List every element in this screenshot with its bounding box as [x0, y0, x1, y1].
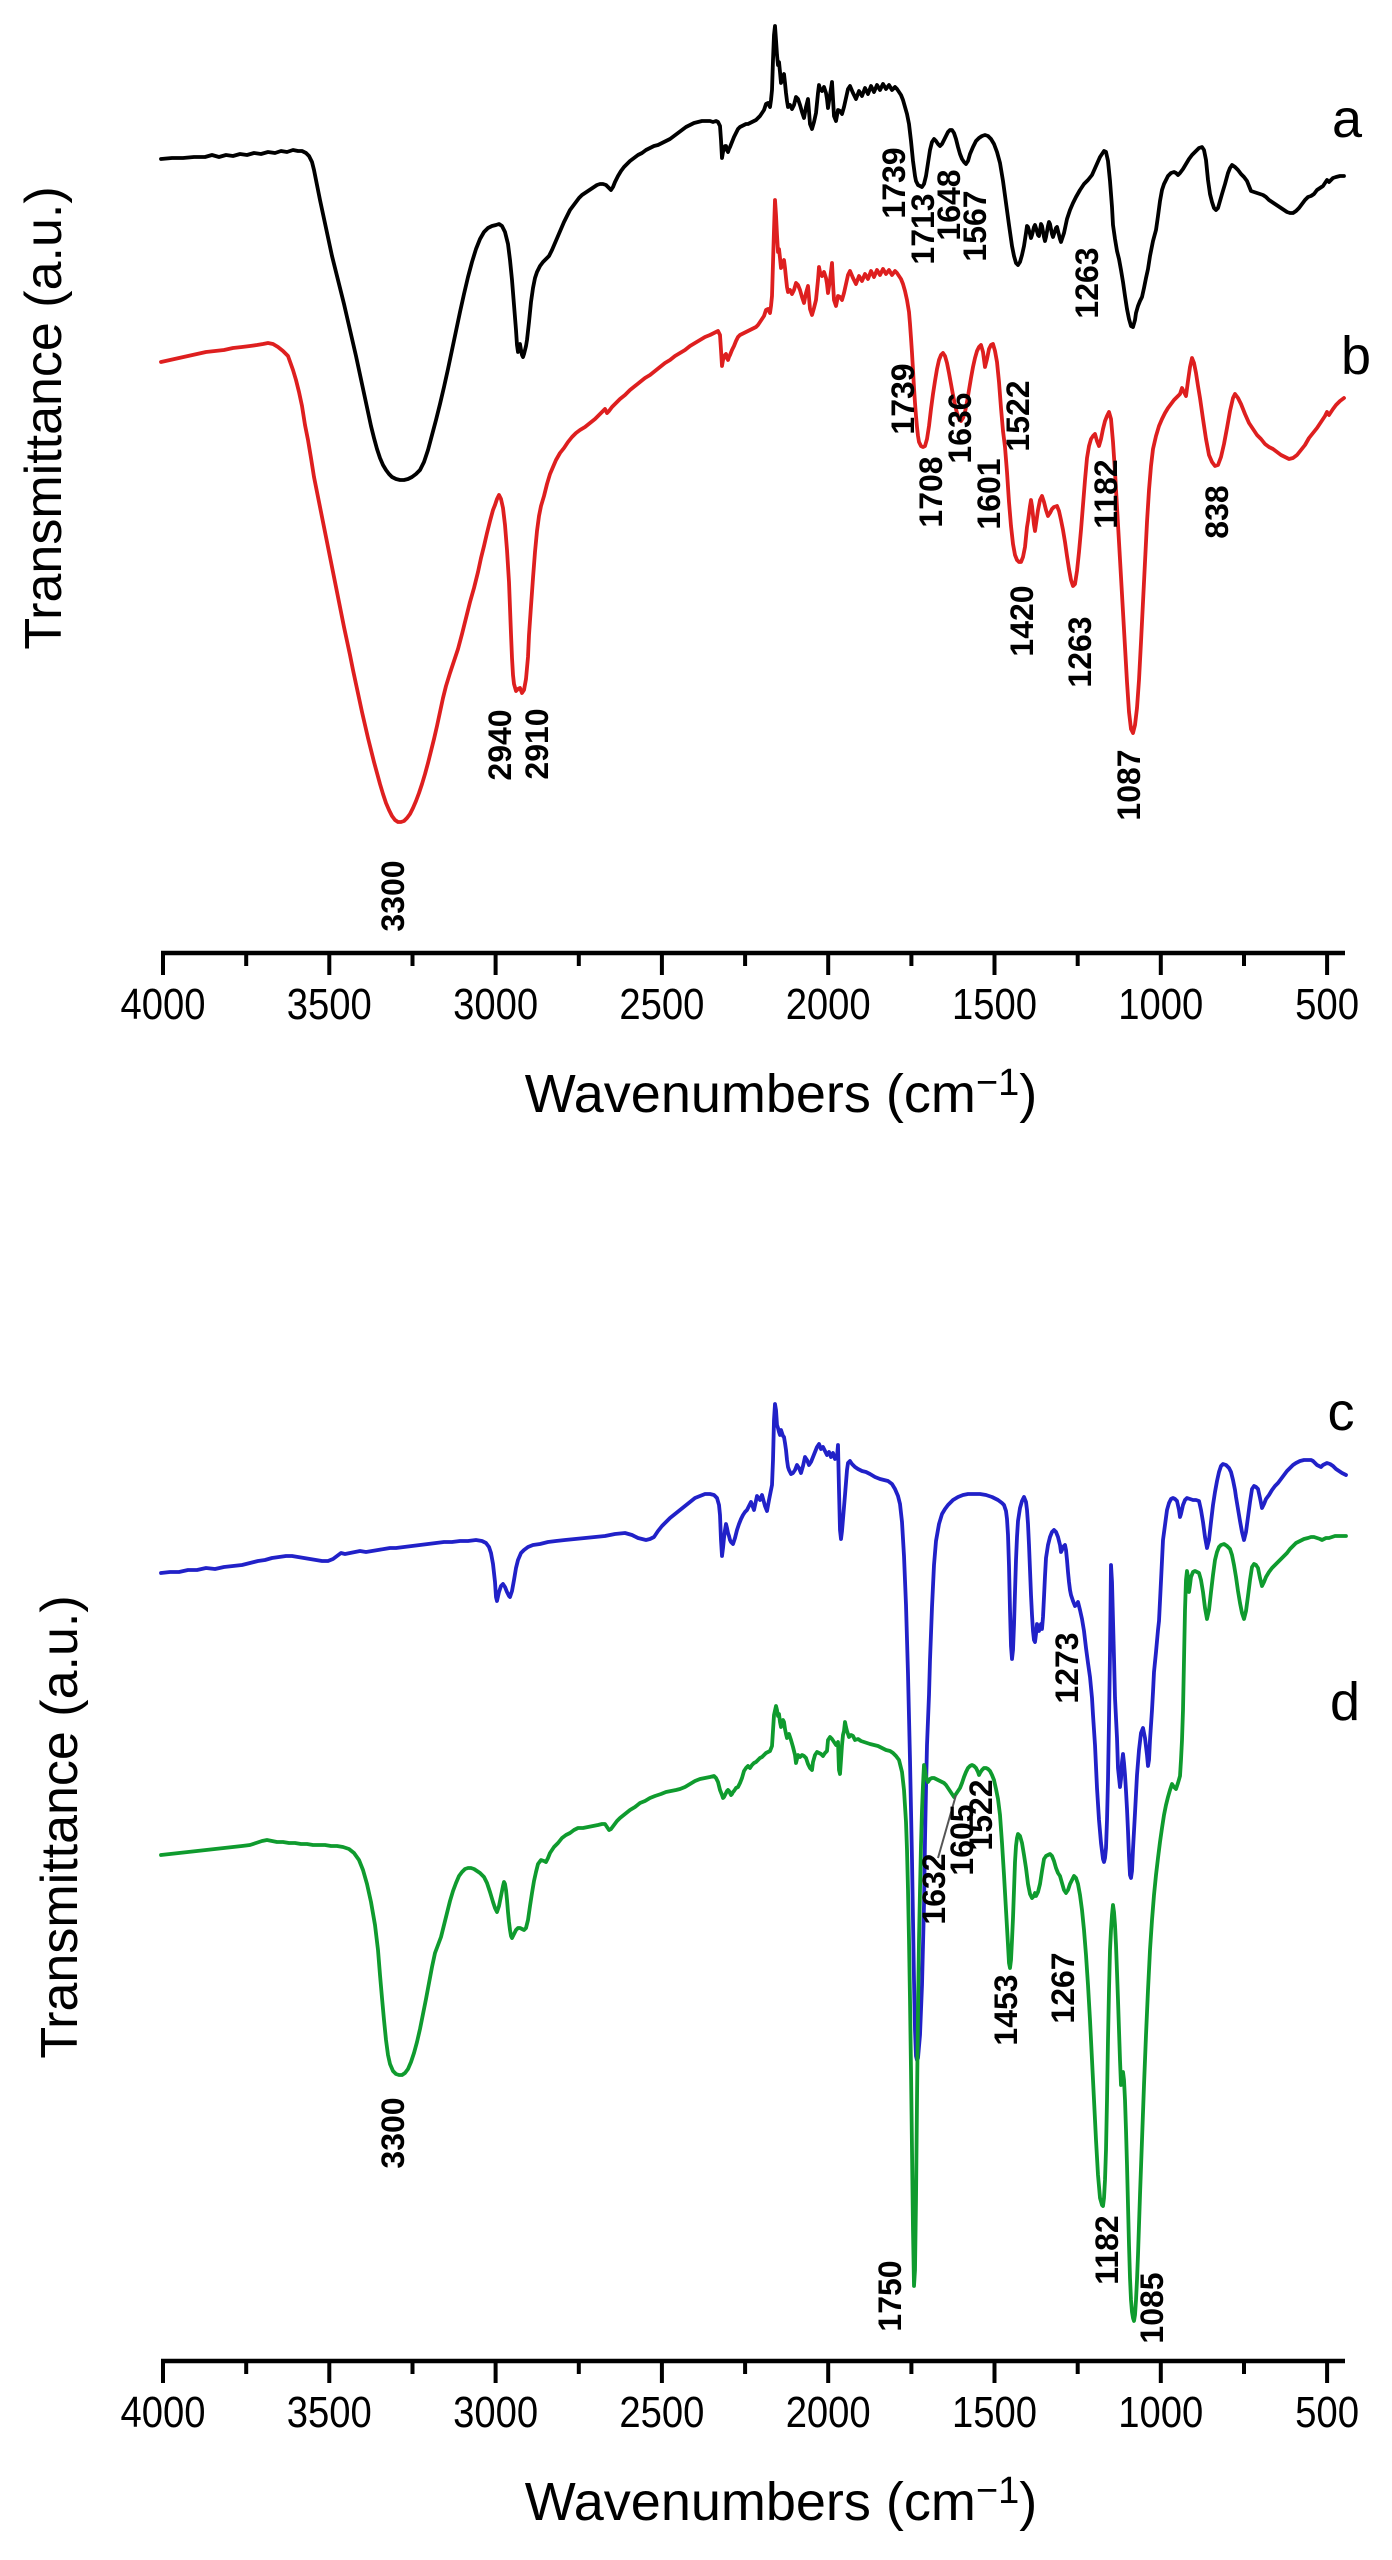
svg-text:2500: 2500	[619, 2388, 704, 2437]
svg-text:a: a	[1332, 89, 1363, 149]
svg-text:1182: 1182	[1088, 459, 1124, 528]
svg-text:1522: 1522	[1000, 380, 1036, 451]
svg-text:2910: 2910	[519, 708, 555, 779]
svg-text:1085: 1085	[1134, 2272, 1170, 2343]
svg-text:1500: 1500	[952, 980, 1037, 1029]
svg-text:3300: 3300	[375, 2097, 411, 2168]
svg-text:1601: 1601	[971, 458, 1007, 529]
svg-text:1263: 1263	[1062, 616, 1098, 687]
svg-text:1605: 1605	[944, 1804, 980, 1875]
svg-text:1632: 1632	[916, 1853, 952, 1924]
svg-text:c: c	[1328, 1382, 1355, 1442]
svg-text:1648: 1648	[931, 169, 967, 240]
svg-text:1522: 1522	[963, 1779, 999, 1850]
svg-text:3000: 3000	[453, 980, 538, 1029]
svg-text:3000: 3000	[453, 2388, 538, 2437]
svg-text:Transmittance (a.u.): Transmittance (a.u.)	[15, 186, 73, 649]
svg-text:3300: 3300	[375, 860, 411, 931]
svg-text:1182: 1182	[1089, 2215, 1125, 2284]
svg-text:b: b	[1341, 326, 1371, 386]
svg-text:1708: 1708	[913, 456, 949, 527]
svg-text:1750: 1750	[872, 2260, 908, 2331]
svg-text:4000: 4000	[121, 980, 206, 1029]
svg-text:1636: 1636	[942, 392, 978, 463]
svg-text:500: 500	[1295, 2388, 1359, 2437]
svg-text:2000: 2000	[786, 980, 871, 1029]
svg-text:1420: 1420	[1004, 585, 1040, 656]
svg-text:1739: 1739	[885, 363, 921, 434]
svg-text:1713: 1713	[905, 193, 941, 264]
svg-text:Transmittance (a.u.): Transmittance (a.u.)	[31, 1595, 89, 2058]
svg-text:1267: 1267	[1045, 1952, 1081, 2023]
svg-text:d: d	[1330, 1672, 1360, 1732]
svg-text:1739: 1739	[876, 147, 912, 218]
svg-text:1000: 1000	[1118, 2388, 1203, 2437]
svg-text:1000: 1000	[1118, 980, 1203, 1029]
svg-text:2000: 2000	[786, 2388, 871, 2437]
svg-text:1087: 1087	[1111, 749, 1147, 820]
svg-text:1453: 1453	[988, 1974, 1024, 2045]
svg-text:1500: 1500	[952, 2388, 1037, 2437]
svg-text:838: 838	[1199, 485, 1235, 538]
svg-text:3500: 3500	[287, 980, 372, 1029]
svg-text:1273: 1273	[1049, 1632, 1085, 1703]
svg-text:4000: 4000	[121, 2388, 206, 2437]
svg-text:1263: 1263	[1069, 247, 1105, 318]
svg-text:Wavenumbers (cm−1): Wavenumbers (cm−1)	[525, 1062, 1037, 1124]
svg-text:Wavenumbers (cm−1): Wavenumbers (cm−1)	[525, 2470, 1037, 2532]
svg-text:3500: 3500	[287, 2388, 372, 2437]
svg-text:500: 500	[1295, 980, 1359, 1029]
svg-text:2500: 2500	[619, 980, 704, 1029]
svg-text:1567: 1567	[957, 190, 993, 261]
svg-text:2940: 2940	[482, 709, 518, 780]
